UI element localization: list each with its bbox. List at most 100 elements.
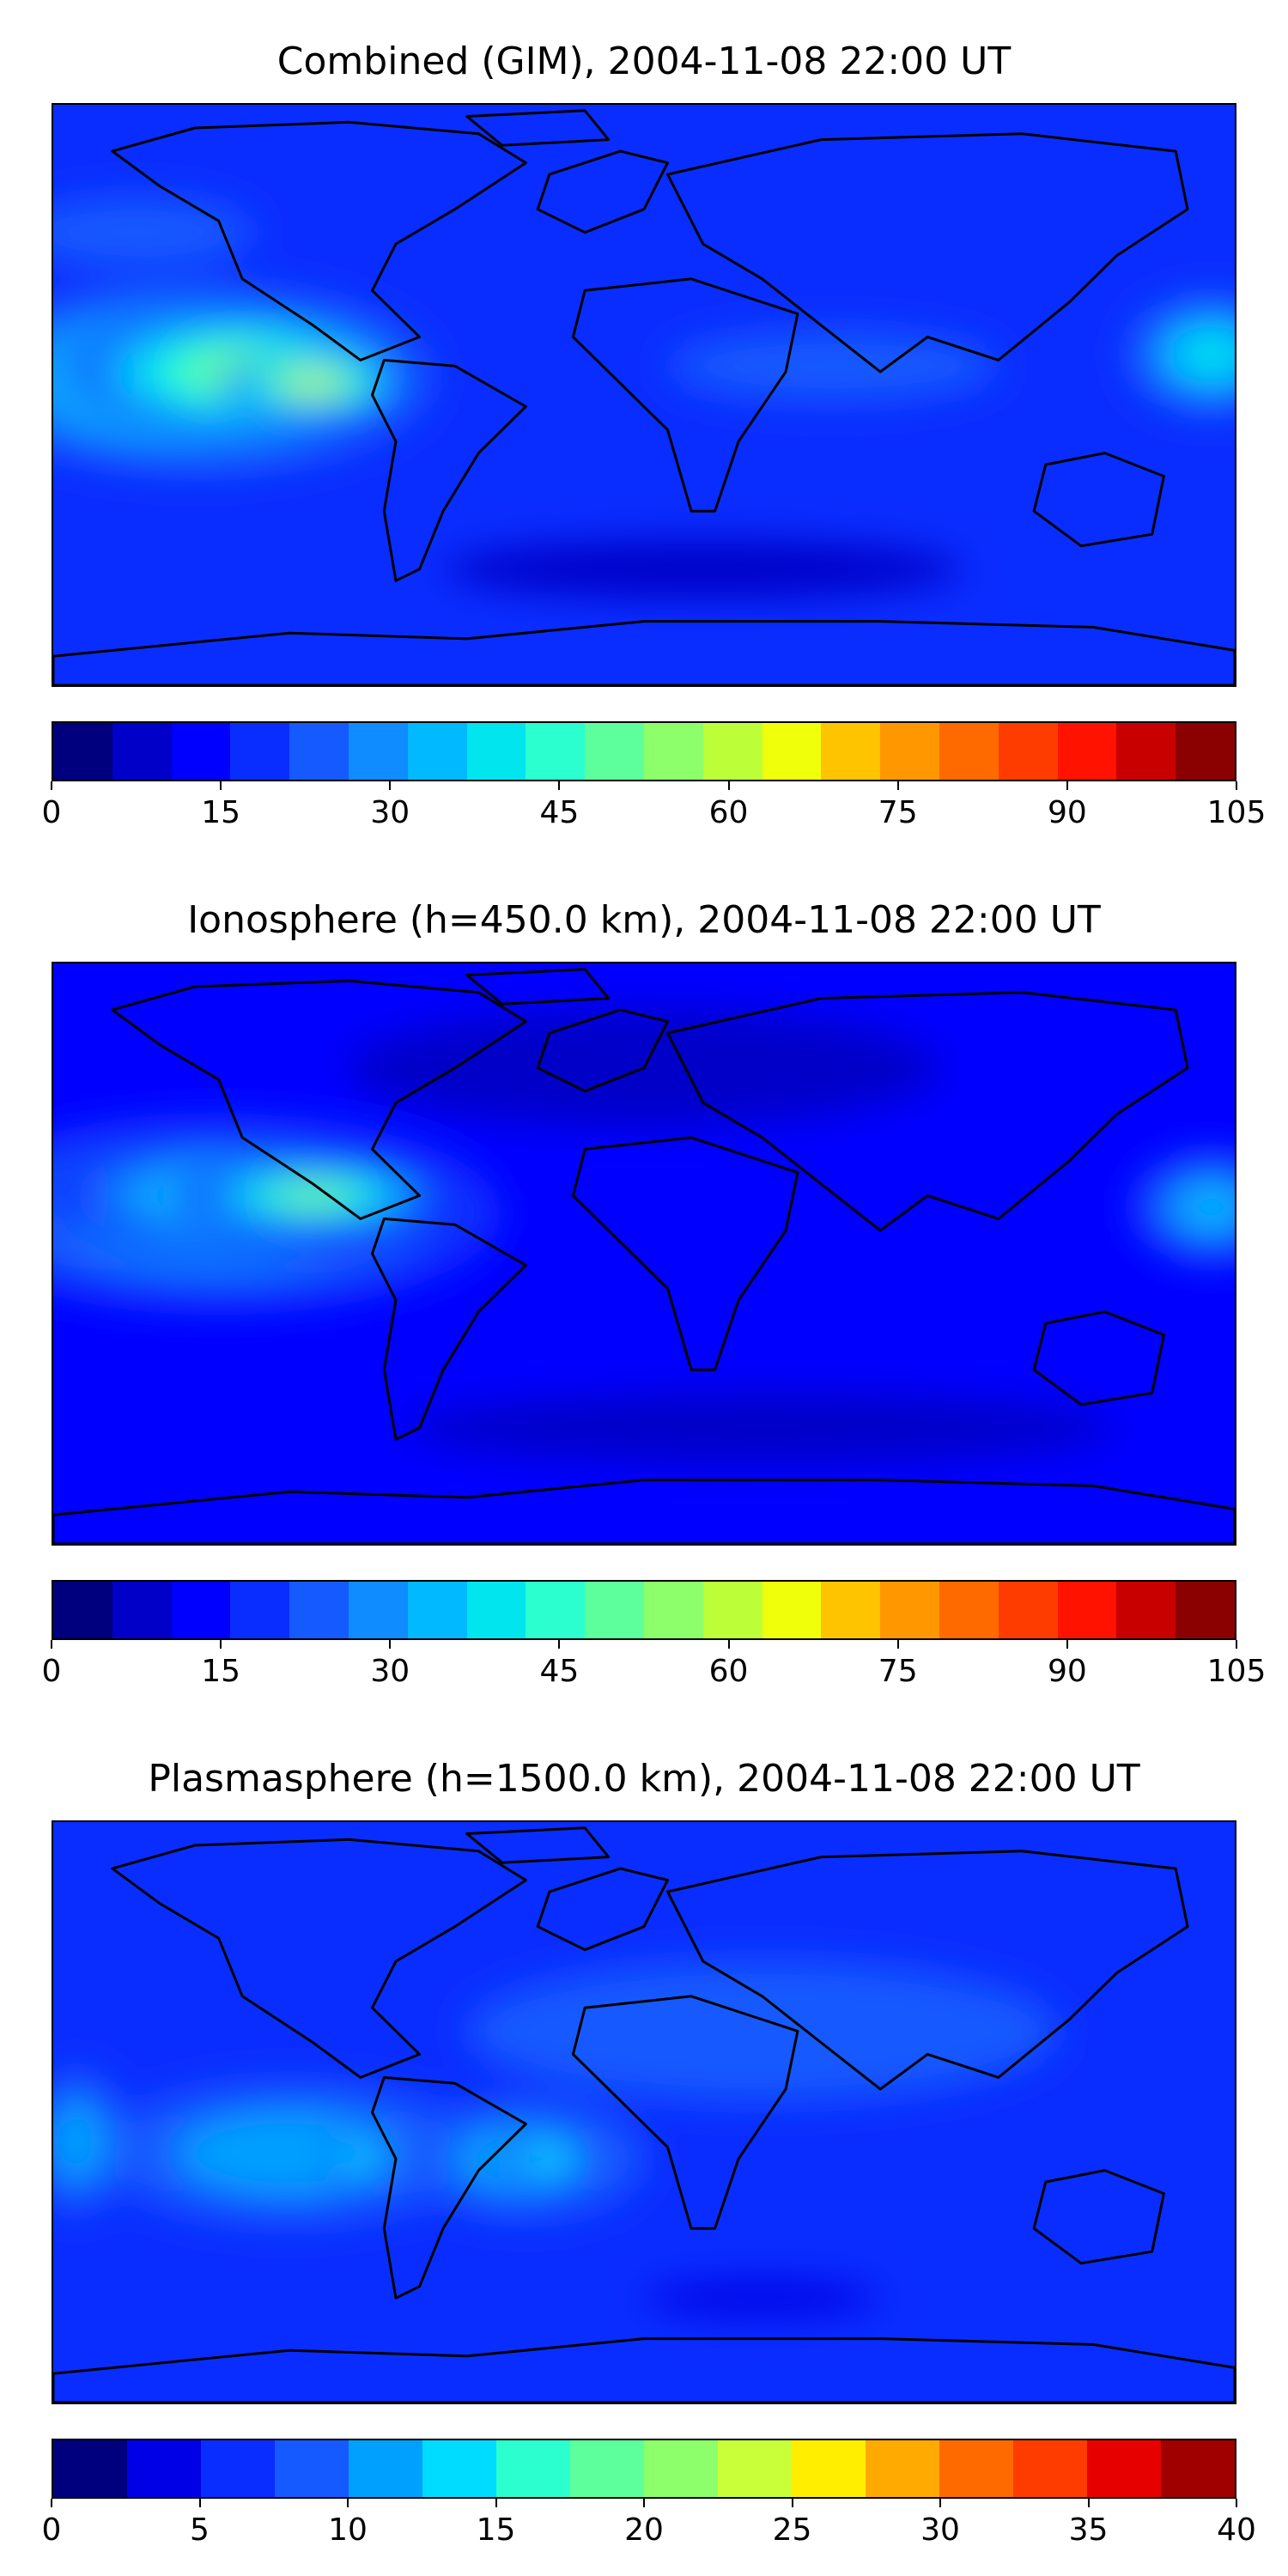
tec-contour [407,1393,1117,1463]
colorbar-segment [792,2440,866,2497]
coastline [465,109,611,147]
colorbar-segment [407,723,467,780]
coastline [465,968,611,1005]
colorbar-segment [348,723,408,780]
colorbar-tick [558,1640,561,1649]
colorbar-tick-label: 10 [328,2512,368,2548]
colorbar-tick-label: 105 [1206,795,1267,830]
colorbar-segment [112,723,172,780]
colorbar-tick [389,1640,392,1649]
colorbar-segment [526,723,586,780]
colorbar-tick-label: 30 [370,795,410,830]
tec-contour [298,379,329,388]
colorbar-segment [1013,2440,1087,2497]
colorbar-tick-label: 5 [190,2512,210,2548]
colorbar-segment [998,723,1058,780]
colorbar-tick [1087,2499,1090,2507]
colorbar-tick-label: 15 [476,2512,516,2548]
colorbar-tick-label: 75 [878,795,918,830]
colorbar-segment [880,723,939,780]
colorbar-segment [230,723,290,780]
coastline [571,1995,799,2230]
coastline [1032,1310,1165,1406]
colorbar-tick [220,781,222,790]
colorbar-tick-label: 60 [708,795,749,830]
colorbar-tick-label: 40 [1217,2512,1256,2548]
colorbar-segment [762,723,822,780]
tec-contour [644,2281,881,2316]
colorbar-tick [51,1640,52,1649]
colorbar-tick-label: 30 [370,1654,410,1689]
colorbar-segment [939,1582,999,1638]
chart-title: Combined (GIM), 2004-11-08 22:00 UT [276,39,1012,83]
colorbar-segment [570,2440,644,2497]
colorbar-tick [939,2499,941,2507]
colorbar-segment [585,1582,644,1638]
colorbar-tick-label: 60 [708,1654,749,1689]
colorbar-segment [171,723,231,780]
colorbar-segment [112,1582,172,1638]
colorbar-tick [727,781,730,790]
colorbar-segment [1087,2440,1161,2497]
colorbar-segment [1116,723,1176,780]
colorbar-segment [939,2440,1013,2497]
colorbar-segment [127,2440,201,2497]
coastline [1032,452,1165,548]
colorbar-tick-label: 25 [772,2512,812,2548]
colorbar-segment [762,1582,822,1638]
tec-contour [53,2099,106,2184]
tec-contour [667,331,999,401]
colorbar-tick [495,2499,497,2507]
coastline [536,1867,669,1952]
tec-contour [1183,335,1235,374]
colorbar-tick-label: 90 [1047,795,1087,830]
colorbar-segment [349,2440,422,2497]
colorbar-tick [347,2499,349,2507]
coastline [536,1008,669,1093]
colorbar-segment [230,1582,290,1638]
colorbar-segment [1161,2440,1235,2497]
colorbar-tick-label: 35 [1068,2512,1109,2548]
colorbar-segment [998,1582,1058,1638]
coastline [371,358,527,582]
coastline [111,120,527,361]
colorbar-ticks: 0 5 10 15 20 25 30 35 40 [42,2499,1256,2550]
colorbar-segment [201,2440,275,2497]
coastline [666,1850,1189,2091]
colorbar-segment [348,1582,408,1638]
colorbar-tick-label: 15 [201,795,241,830]
tec-contour [1183,1188,1235,1227]
colorbar-segment [644,2440,718,2497]
colorbar-segment [466,723,526,780]
coastline [571,277,799,513]
coastline [53,2337,1235,2403]
colorbar-segment [526,1582,586,1638]
colorbar-ticks: 0 15 30 45 60 75 90 105 [42,1640,1266,1692]
tec-contour [443,540,963,598]
tec-contour [345,2146,376,2172]
colorbar-tick-label: 90 [1047,1654,1087,1689]
coastline [53,620,1235,685]
colorbar-tick [220,1640,222,1649]
colorbar-segment [1116,1582,1176,1638]
colorbar-segment [702,1582,762,1638]
colorbar-segment [1057,1582,1117,1638]
colorbar-segment [1176,723,1235,780]
colorbar-tick [727,1640,730,1649]
colorbar-tick [1066,1640,1068,1649]
colorbar-segment [866,2440,939,2497]
colorbar-segment [702,723,762,780]
colorbar-segment [407,1582,467,1638]
colorbar-tick-label: 0 [41,795,62,830]
colorbar-tick [51,781,52,790]
coastline [1032,2169,1165,2265]
colorbar-tick [1236,1640,1237,1649]
colorbar-segment [585,723,644,780]
coastline [53,1479,1235,1544]
tec-contour [53,197,254,268]
colorbar-tick [791,2499,793,2507]
colorbar-ticks: 0 15 30 45 60 75 90 105 [42,781,1266,833]
colorbar-tick-label: 0 [41,2512,62,2548]
map-plot [52,1820,1236,2404]
colorbar-tick-label: 0 [41,1654,62,1689]
